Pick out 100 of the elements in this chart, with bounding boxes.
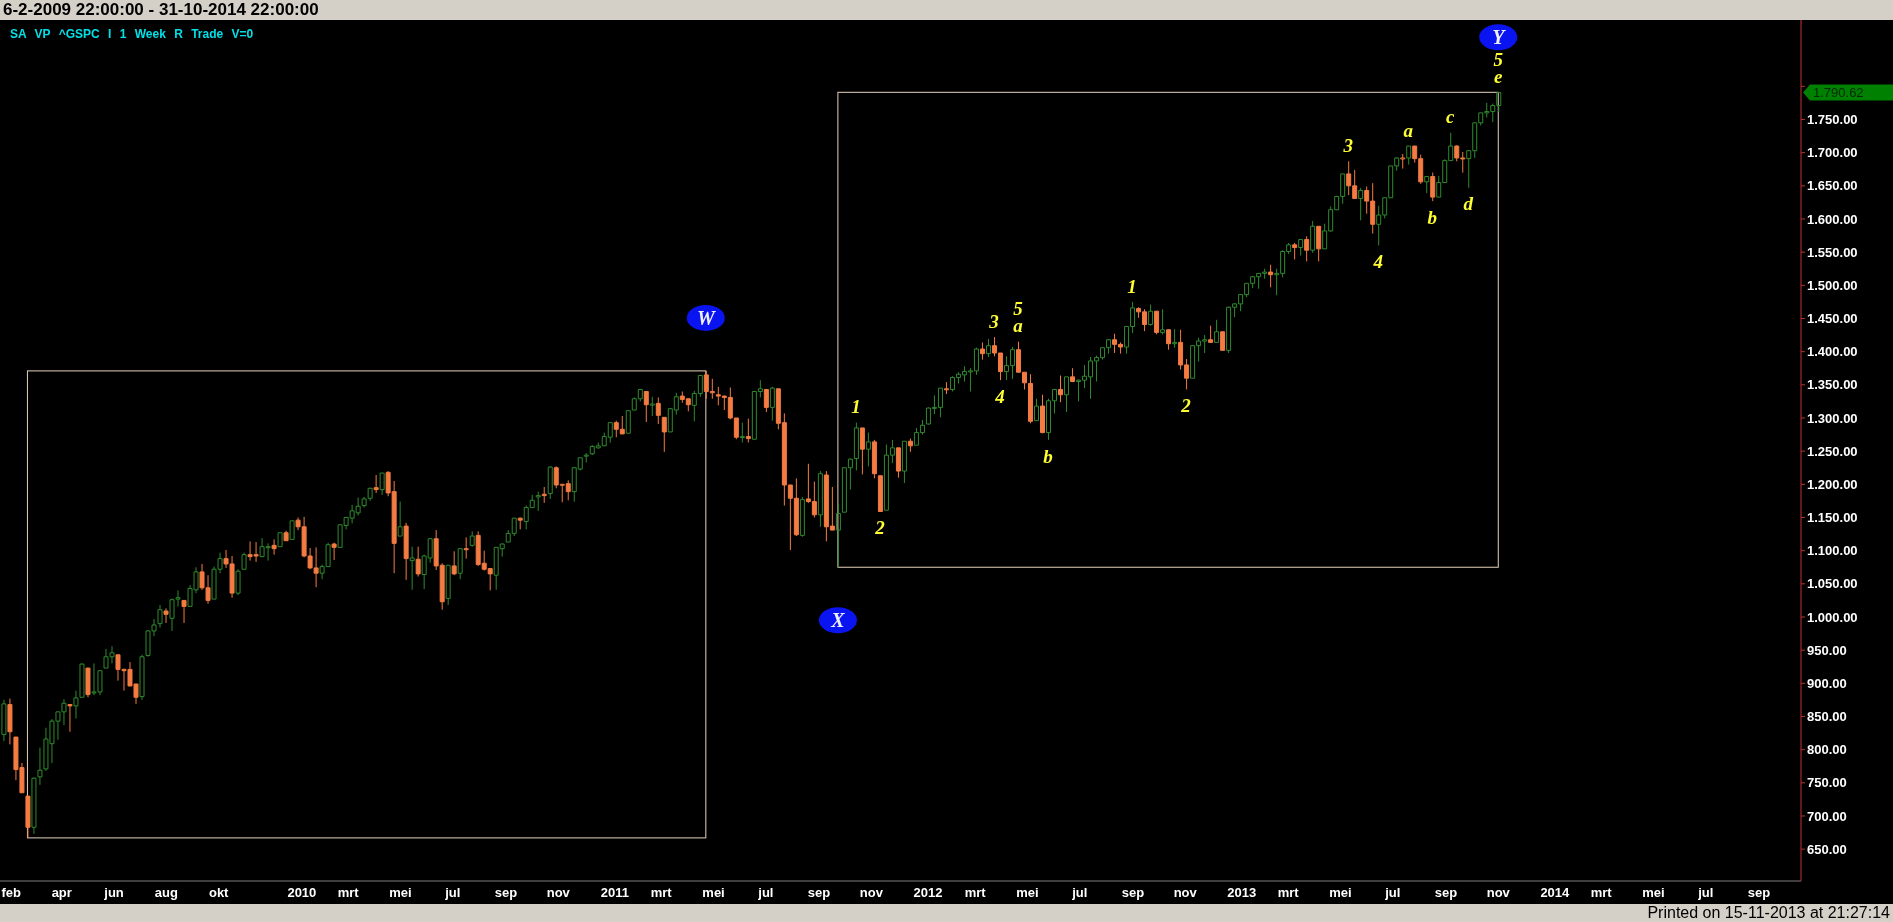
candlestick (397, 501, 403, 537)
y-tick-label: 950.00 (1807, 642, 1847, 658)
candlestick (283, 530, 289, 542)
x-tick-label: sep (1121, 885, 1145, 901)
candlestick (289, 520, 295, 540)
candlestick (457, 547, 463, 580)
x-tick-label: mei (1016, 885, 1039, 901)
candlestick (583, 452, 589, 463)
candlestick (1406, 145, 1412, 166)
x-tick-label: aug (154, 885, 178, 901)
annotation: 1 (1127, 275, 1137, 297)
y-tick-label: 1.150.00 (1807, 510, 1858, 526)
x-tick-label: 2010 (287, 885, 317, 901)
candlestick (655, 396, 661, 425)
candlestick (85, 667, 91, 698)
y-tick-label: 1.050.00 (1807, 576, 1858, 592)
candlestick (1358, 187, 1364, 221)
candlestick (445, 564, 451, 606)
candlestick (985, 338, 991, 358)
text: SA VP ^GSPC I 1 Week R Trade V=0 (10, 27, 254, 41)
candlestick (277, 532, 283, 548)
candlestick (517, 517, 523, 530)
x-tick-label: sep (807, 885, 831, 901)
candlestick (1070, 367, 1076, 383)
candlestick (649, 396, 655, 417)
x-tick-label: sep (494, 885, 518, 901)
x-tick-label: jul (1071, 885, 1088, 901)
candlestick (451, 550, 457, 576)
candlestick (739, 422, 745, 444)
annotation: W (696, 306, 716, 329)
candlestick (865, 432, 871, 467)
annotation: X (830, 609, 846, 632)
x-tick-label: 2013 (1227, 885, 1257, 901)
text: Printed on 15-11-2013 at 21:27:14 (1647, 904, 1890, 921)
x-tick-label: jul (757, 885, 774, 901)
x-tick-label: 2014 (1540, 885, 1571, 901)
candlestick (331, 542, 337, 561)
annotation: 4 (1372, 251, 1383, 273)
candlestick (37, 747, 43, 786)
candlestick (1310, 220, 1316, 254)
x-tick-label: feb (1, 885, 21, 901)
candlestick (799, 496, 805, 538)
candlestick (1208, 325, 1214, 344)
y-tick-label: 1.750.00 (1807, 112, 1858, 128)
candlestick (1292, 242, 1298, 260)
y-tick-label: 1.400.00 (1807, 344, 1858, 360)
candlestick (1058, 375, 1064, 403)
annotation: b (1043, 445, 1053, 467)
x-tick-label: mrt (650, 885, 673, 901)
candlestick (643, 390, 649, 423)
x-tick-label: sep (1434, 885, 1458, 901)
candlestick (1, 699, 7, 742)
candlestick (241, 552, 247, 570)
x-tick-label: nov (546, 885, 571, 901)
x-tick-label: jun (103, 885, 124, 901)
candlestick (469, 530, 475, 548)
candlestick (1028, 373, 1033, 424)
candlestick (415, 546, 421, 578)
annotation: b (1427, 206, 1437, 228)
candlestick (403, 522, 409, 581)
y-tick-label: 1.000.00 (1807, 609, 1858, 625)
x-tick-label: nov (1173, 885, 1198, 901)
y-tick-label: 750.00 (1807, 775, 1847, 791)
x-tick-label: mrt (337, 885, 360, 901)
x-tick-label: mrt (1590, 885, 1613, 901)
candlestick (661, 416, 667, 453)
candlestick (1298, 238, 1304, 256)
candlestick (67, 704, 73, 733)
candlestick (163, 607, 169, 624)
x-tick-label: 2012 (913, 885, 943, 901)
y-tick-label: 1.500.00 (1807, 277, 1858, 293)
candlestick (1064, 376, 1070, 413)
chart-title: 6-2-2009 22:00:00 - 31-10-2014 22:00:00 (3, 0, 319, 19)
candlestick (1424, 175, 1430, 194)
y-tick-label: 1.250.00 (1807, 443, 1858, 459)
candlestick (409, 546, 415, 591)
x-tick-label: nov (859, 885, 884, 901)
y-tick-label: 650.00 (1807, 841, 1847, 857)
y-tick-label: 1.550.00 (1807, 244, 1858, 260)
candlestick (1166, 328, 1172, 351)
y-tick-label: 1.450.00 (1807, 311, 1858, 327)
annotation: 3 (988, 310, 999, 332)
x-tick-label: mrt (1277, 885, 1300, 901)
x-tick-label: mei (702, 885, 725, 901)
candlestick (1430, 172, 1436, 202)
candlestick (541, 486, 547, 504)
candlestick (895, 447, 901, 479)
y-tick-label: 1.650.00 (1807, 178, 1858, 194)
y-tick-label: 700.00 (1807, 808, 1847, 824)
candlestick (181, 599, 187, 624)
x-tick-label: mei (389, 885, 412, 901)
candlestick (1154, 310, 1160, 335)
candlestick (25, 795, 31, 839)
candlestick (871, 439, 877, 479)
candlestick (139, 654, 145, 701)
candlestick (763, 388, 769, 413)
y-tick-label: 1.350.00 (1807, 377, 1858, 393)
y-tick-label: 1.600.00 (1807, 211, 1858, 227)
x-tick-label: sep (1747, 885, 1771, 901)
candlestick (157, 604, 163, 629)
